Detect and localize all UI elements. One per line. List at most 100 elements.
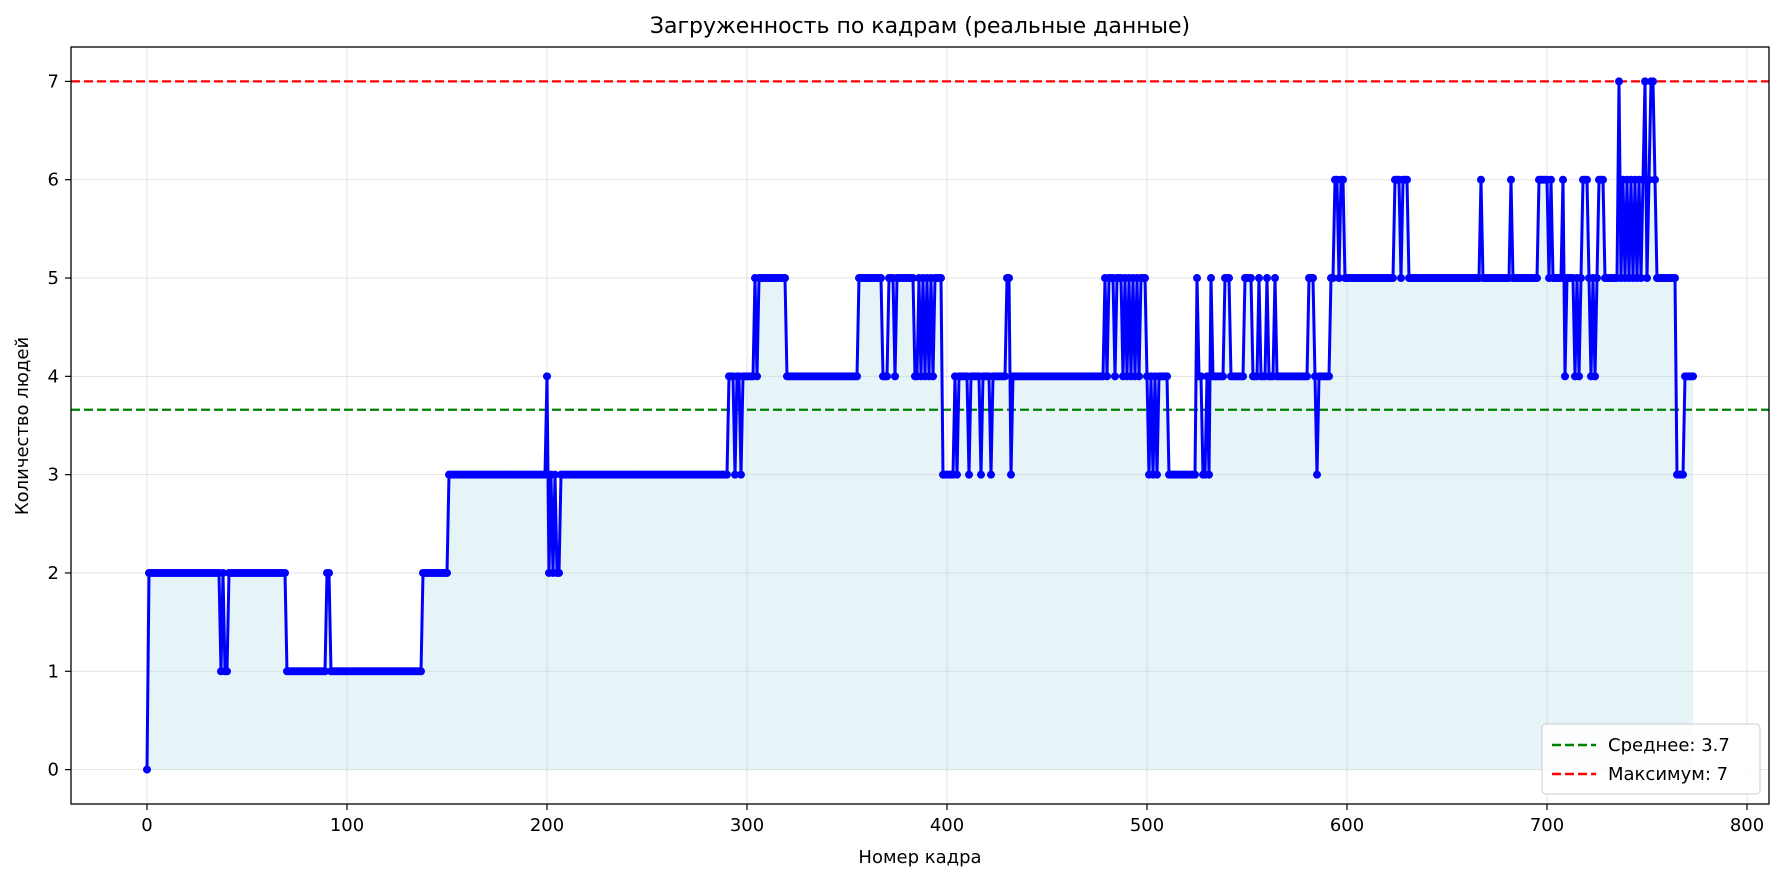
data-point [1103,372,1111,381]
data-point [1671,274,1679,283]
data-point [883,372,891,381]
data-point [1577,274,1585,283]
data-point [1637,274,1645,283]
data-point [417,667,425,676]
data-point [1559,175,1567,184]
data-point [953,470,961,479]
data-point [1645,175,1653,184]
x-tick-label: 100 [330,815,364,836]
data-point [937,274,945,283]
data-point [1111,372,1119,381]
data-point [1557,274,1565,283]
data-point [731,470,739,479]
y-tick-label: 6 [48,170,59,191]
legend-box [1541,723,1761,795]
legend-max-label: Максимум: 7 [1608,764,1728,785]
data-point [1163,372,1171,381]
data-point [1309,274,1317,283]
data-point [321,667,329,676]
data-point [1219,372,1227,381]
data-point [1263,274,1271,283]
data-point [1329,274,1337,283]
data-point [1325,372,1333,381]
data-point [1247,274,1255,283]
y-axis-label: Количество людей [12,337,33,515]
data-point [1583,175,1591,184]
data-point [1649,77,1657,86]
data-point [325,568,333,577]
data-point [1271,274,1279,283]
x-tick-label: 400 [930,815,964,836]
data-point [1641,77,1649,86]
x-axis-label: Номер кадра [858,847,981,868]
data-point [1193,274,1201,283]
data-point [1477,175,1485,184]
data-point [1203,372,1211,381]
data-point [543,372,551,381]
y-tick-label: 3 [48,465,59,486]
x-ticks: 0 100 200 300 400 500 600 700 800 [141,804,1764,836]
data-point [1575,372,1583,381]
data-point [1007,470,1015,479]
data-point [551,470,559,479]
data-point [1643,274,1651,283]
y-tick-label: 1 [48,661,59,682]
data-point [1205,470,1213,479]
data-point [1639,175,1647,184]
y-tick-label: 7 [48,71,59,92]
x-tick-label: 500 [1130,815,1164,836]
data-point [1313,470,1321,479]
chart-title: Загруженность по кадрам (реальные данные… [650,14,1190,39]
data-point [1339,175,1347,184]
data-point [281,568,289,577]
x-tick-label: 700 [1530,815,1564,836]
x-tick-label: 600 [1330,815,1364,836]
data-point [965,470,973,479]
data-point [223,667,231,676]
plot-area [71,77,1769,774]
data-point [1507,175,1515,184]
data-point [1547,175,1555,184]
data-point [1141,274,1149,283]
data-point [1197,372,1205,381]
legend-mean-label: Среднее: 3.7 [1608,735,1730,756]
data-point [1679,470,1687,479]
x-tick-label: 200 [530,815,564,836]
data-point [853,372,861,381]
data-point [753,372,761,381]
axes-frame [70,46,1770,805]
data-point [1005,274,1013,283]
data-point [1533,274,1541,283]
data-point [1001,372,1009,381]
data-point [1303,372,1311,381]
data-point [1225,274,1233,283]
y-tick-label: 4 [48,366,59,387]
data-point [1591,372,1599,381]
data-point [1335,274,1343,283]
y-tick-label: 2 [48,563,59,584]
data-point [737,470,745,479]
y-ticks: 0 1 2 3 4 5 6 7 [48,71,71,781]
data-point [1389,274,1397,283]
data-point [1651,175,1659,184]
data-point [877,274,885,283]
data-point [987,470,995,479]
data-point [541,470,549,479]
data-point [555,568,563,577]
data-point [909,274,917,283]
data-point [781,274,789,283]
legend: Среднее: 3.7 Максимум: 7 [1541,723,1761,795]
data-point [1255,274,1263,283]
data-point [1397,274,1405,283]
data-point [977,470,985,479]
data-point [1689,372,1697,381]
series-area [147,81,1693,770]
y-tick-label: 5 [48,268,59,289]
data-point [891,372,899,381]
data-point [1593,274,1601,283]
y-tick-label: 0 [48,760,59,781]
data-point [1239,372,1247,381]
data-point [1135,372,1143,381]
data-point [1403,175,1411,184]
